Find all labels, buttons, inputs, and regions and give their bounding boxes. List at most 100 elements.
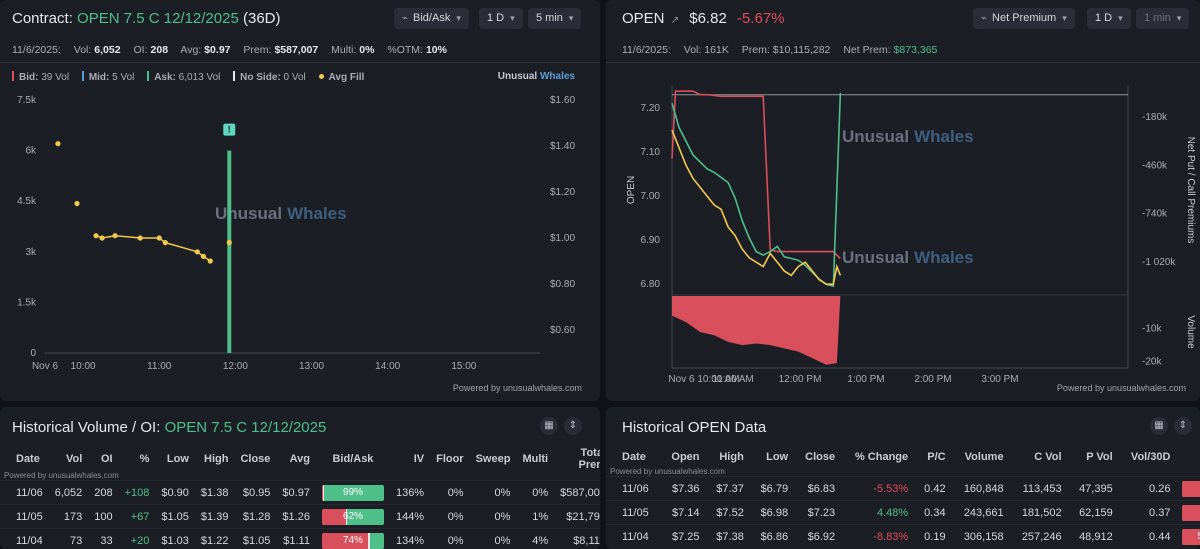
- table-row[interactable]: 11/04 73 33 +20 $1.03 $1.22 $1.05 $1.11 74% 134% 0…: [0, 528, 600, 549]
- table-cell: 257,246: [1009, 524, 1068, 549]
- y-tick-volume: 4.5k: [17, 196, 37, 207]
- histopen-table: Date Open High Low Close% Change P/C Volume C V…: [606, 447, 1200, 549]
- column-header[interactable]: Multi: [516, 447, 555, 471]
- column-header[interactable]: Volume: [951, 447, 1010, 467]
- external-link-icon[interactable]: ↗: [670, 15, 680, 26]
- y-tick-volume: 1.5k: [17, 297, 37, 308]
- avg-fill-point[interactable]: [93, 233, 99, 239]
- y-tick-price: 6.80: [641, 279, 661, 290]
- avg-fill-point[interactable]: [162, 240, 168, 246]
- table-cell: $1.38: [194, 480, 235, 505]
- legend-bid[interactable]: Bid: 39 Vol: [12, 71, 69, 83]
- interval-dropdown[interactable]: 5 min ▾: [528, 8, 582, 29]
- put-premium-line[interactable]: [671, 90, 841, 260]
- column-header[interactable]: Bear: [1176, 447, 1200, 467]
- table-cell: 0%: [430, 480, 470, 505]
- column-header[interactable]: %: [118, 447, 156, 471]
- powered-by[interactable]: Powered by unusualwhales.com: [4, 471, 119, 480]
- call-premium-line[interactable]: [671, 92, 842, 288]
- annotation-marker[interactable]: !: [223, 123, 236, 136]
- column-header[interactable]: IV: [389, 447, 431, 471]
- avg-fill-point[interactable]: [156, 235, 162, 241]
- mid-share: [367, 532, 370, 549]
- table-cell: 181,502: [1009, 500, 1068, 525]
- powered-by[interactable]: Powered by unusualwhales.com: [1056, 383, 1186, 393]
- contract-symbol[interactable]: OPEN 7.5 C 12/12/2025: [77, 10, 239, 27]
- ticker[interactable]: OPEN: [622, 10, 665, 27]
- column-header[interactable]: Date: [606, 447, 661, 467]
- volume-bar[interactable]: [227, 150, 232, 353]
- avg-fill-point[interactable]: [74, 200, 80, 207]
- column-header[interactable]: Vol/30D: [1118, 447, 1177, 467]
- table-cell: $1.05: [155, 504, 195, 529]
- column-header[interactable]: P/C: [914, 447, 952, 467]
- legend-mid[interactable]: Mid: 5 Vol: [81, 71, 134, 83]
- column-header[interactable]: High: [194, 447, 235, 471]
- powered-by[interactable]: Powered by unusualwhales.com: [452, 383, 582, 393]
- avg-fill-point[interactable]: [99, 235, 105, 241]
- divider: [0, 62, 600, 63]
- table-cell: 11/06: [0, 480, 49, 505]
- x-tick: 11:00: [147, 361, 172, 372]
- calendar-icon[interactable]: ▦: [540, 417, 558, 435]
- bear-cell: 5: [1176, 500, 1200, 525]
- table-row[interactable]: 11/05 $7.14 $7.52 $6.98 $7.23 4.48% 0.34 243,66…: [606, 500, 1200, 525]
- y-label-left: OPEN: [626, 176, 637, 204]
- column-header[interactable]: Close: [794, 447, 842, 467]
- bid-ask-bar: 74%: [321, 532, 384, 549]
- volume-area[interactable]: [672, 296, 841, 365]
- column-header[interactable]: Avg: [276, 447, 316, 471]
- column-header[interactable]: Vol: [48, 447, 89, 471]
- legend-noside[interactable]: No Side: 0 Vol: [233, 71, 306, 83]
- column-header[interactable]: Open: [660, 447, 706, 467]
- avg-fill-point[interactable]: [207, 258, 213, 264]
- open-chart[interactable]: Unusual Whales Unusual Whales 6.80 6.90 7.00…: [606, 70, 1200, 400]
- annotation-marker-label: !: [228, 125, 231, 135]
- column-header[interactable]: Low: [749, 447, 795, 467]
- calendar-icon[interactable]: ▦: [1150, 417, 1168, 435]
- column-header[interactable]: P Vol: [1067, 447, 1119, 467]
- historical-volume-panel: Historical Volume / OI: OPEN 7.5 C 12/12…: [0, 407, 600, 549]
- column-header[interactable]: Floor: [430, 447, 470, 471]
- chart-mode-dropdown[interactable]: ⌁ Net Premium ▾: [973, 8, 1075, 29]
- range-dropdown[interactable]: 1 D ▾: [479, 8, 523, 29]
- avg-fill-point[interactable]: [200, 253, 206, 259]
- avg-fill-point[interactable]: [55, 141, 61, 147]
- column-header[interactable]: % Change: [841, 447, 915, 467]
- powered-by[interactable]: Powered by unusualwhales.com: [610, 467, 725, 476]
- legend-avgfill[interactable]: Avg Fill: [318, 72, 364, 83]
- column-header[interactable]: Date: [0, 447, 49, 471]
- avg-fill-point[interactable]: [194, 249, 200, 255]
- sort-icon[interactable]: ⇕: [564, 417, 582, 435]
- table-row[interactable]: 11/06 $7.36 $7.37 $6.79 $6.83 -5.53% 0.42 160,8…: [606, 476, 1200, 501]
- bear-share: [1182, 480, 1200, 497]
- legend-ask[interactable]: Ask: 6,013 Vol: [147, 71, 220, 83]
- column-header[interactable]: High: [705, 447, 750, 467]
- avg-fill-point[interactable]: [226, 240, 232, 246]
- avg-fill-point[interactable]: [112, 233, 118, 239]
- column-header[interactable]: C Vol: [1009, 447, 1068, 467]
- contract-chart[interactable]: Unusual Whales 0 1.5k 3k 4.5k 6k 7.5k $0.60 $0.8…: [0, 90, 600, 400]
- table-row[interactable]: 11/05 173 100 +67 $1.05 $1.39 $1.28 $1.26 62% 144…: [0, 504, 600, 529]
- table-row[interactable]: 11/06 6,052 208 +108 $0.90 $1.38 $0.95 $0.97 99%…: [0, 480, 600, 505]
- column-header[interactable]: Sweep: [469, 447, 517, 471]
- table-cell: 11/06: [606, 476, 661, 501]
- column-header[interactable]: OI: [88, 447, 119, 471]
- column-header[interactable]: Close: [234, 447, 277, 471]
- chart-mode-dropdown[interactable]: ⌁ Bid/Ask ▾: [394, 8, 469, 29]
- avg-fill-point[interactable]: [137, 235, 143, 241]
- sort-icon[interactable]: ⇕: [1174, 417, 1192, 435]
- table-cell: 62,159: [1067, 500, 1119, 525]
- column-header[interactable]: Low: [155, 447, 195, 471]
- column-header[interactable]: Bid/Ask: [315, 447, 390, 471]
- range-dropdown[interactable]: 1 D ▾: [1087, 8, 1131, 29]
- price-line[interactable]: [671, 129, 842, 285]
- table-cell: 47,395: [1067, 476, 1119, 501]
- bid-ask-label: 99%: [342, 486, 363, 498]
- y-tick-price: $0.60: [550, 325, 575, 336]
- interval-dropdown[interactable]: 1 min ▾: [1136, 8, 1190, 29]
- y-label-premiums: Net Put / Call Premiums: [1185, 137, 1196, 244]
- table-row[interactable]: 11/04 $7.25 $7.38 $6.86 $6.92 -8.83% 0.19 306,1…: [606, 524, 1200, 549]
- column-header[interactable]: Total Prem: [554, 447, 600, 471]
- table-cell: $1.26: [276, 504, 316, 529]
